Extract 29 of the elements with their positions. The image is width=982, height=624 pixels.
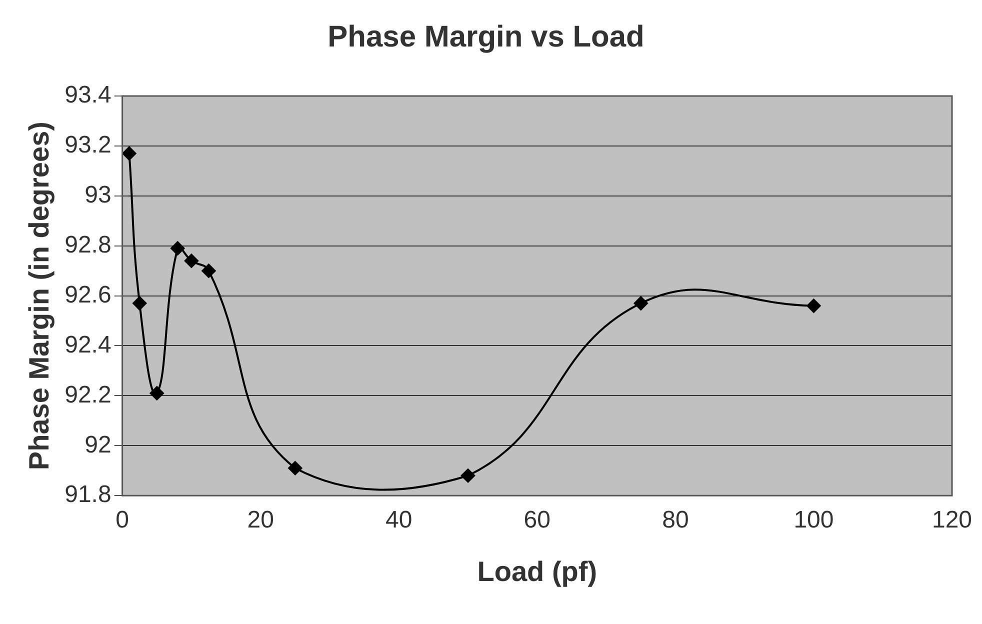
point bbox=[170, 241, 185, 256]
y-tick-label: 92.6 bbox=[64, 281, 112, 308]
y-tick-label: 92.8 bbox=[64, 231, 112, 258]
y-tick-label: 92.2 bbox=[64, 381, 112, 408]
x-tick-label: 40 bbox=[386, 506, 412, 534]
x-tick-label: 60 bbox=[524, 506, 551, 534]
x-tick-label: 120 bbox=[932, 506, 972, 534]
point bbox=[122, 146, 136, 160]
y-tick-label: 91.8 bbox=[64, 481, 112, 508]
x-tick-label: 100 bbox=[794, 506, 834, 534]
point bbox=[184, 254, 198, 268]
y-tick-label: 93 bbox=[84, 182, 112, 209]
x-axis-title: Load (pf) bbox=[477, 556, 598, 587]
y-tick-label: 93.4 bbox=[64, 82, 112, 109]
x-tick-label: 20 bbox=[247, 506, 274, 534]
point bbox=[461, 468, 476, 483]
x-tick-label: 0 bbox=[116, 506, 129, 534]
y-tick-label: 93.2 bbox=[64, 132, 112, 159]
y-axis-title: Phase Margin (in degrees) bbox=[24, 122, 55, 470]
point bbox=[202, 264, 216, 278]
point bbox=[288, 461, 302, 476]
y-tick-label: 92.4 bbox=[64, 331, 112, 358]
y-tick-label: 92 bbox=[84, 431, 112, 458]
chart-title: Phase Margin vs Load bbox=[328, 20, 644, 54]
point bbox=[150, 386, 164, 400]
point bbox=[806, 298, 821, 313]
point bbox=[132, 296, 147, 310]
x-tick-label: 80 bbox=[662, 506, 689, 534]
point bbox=[634, 296, 648, 310]
